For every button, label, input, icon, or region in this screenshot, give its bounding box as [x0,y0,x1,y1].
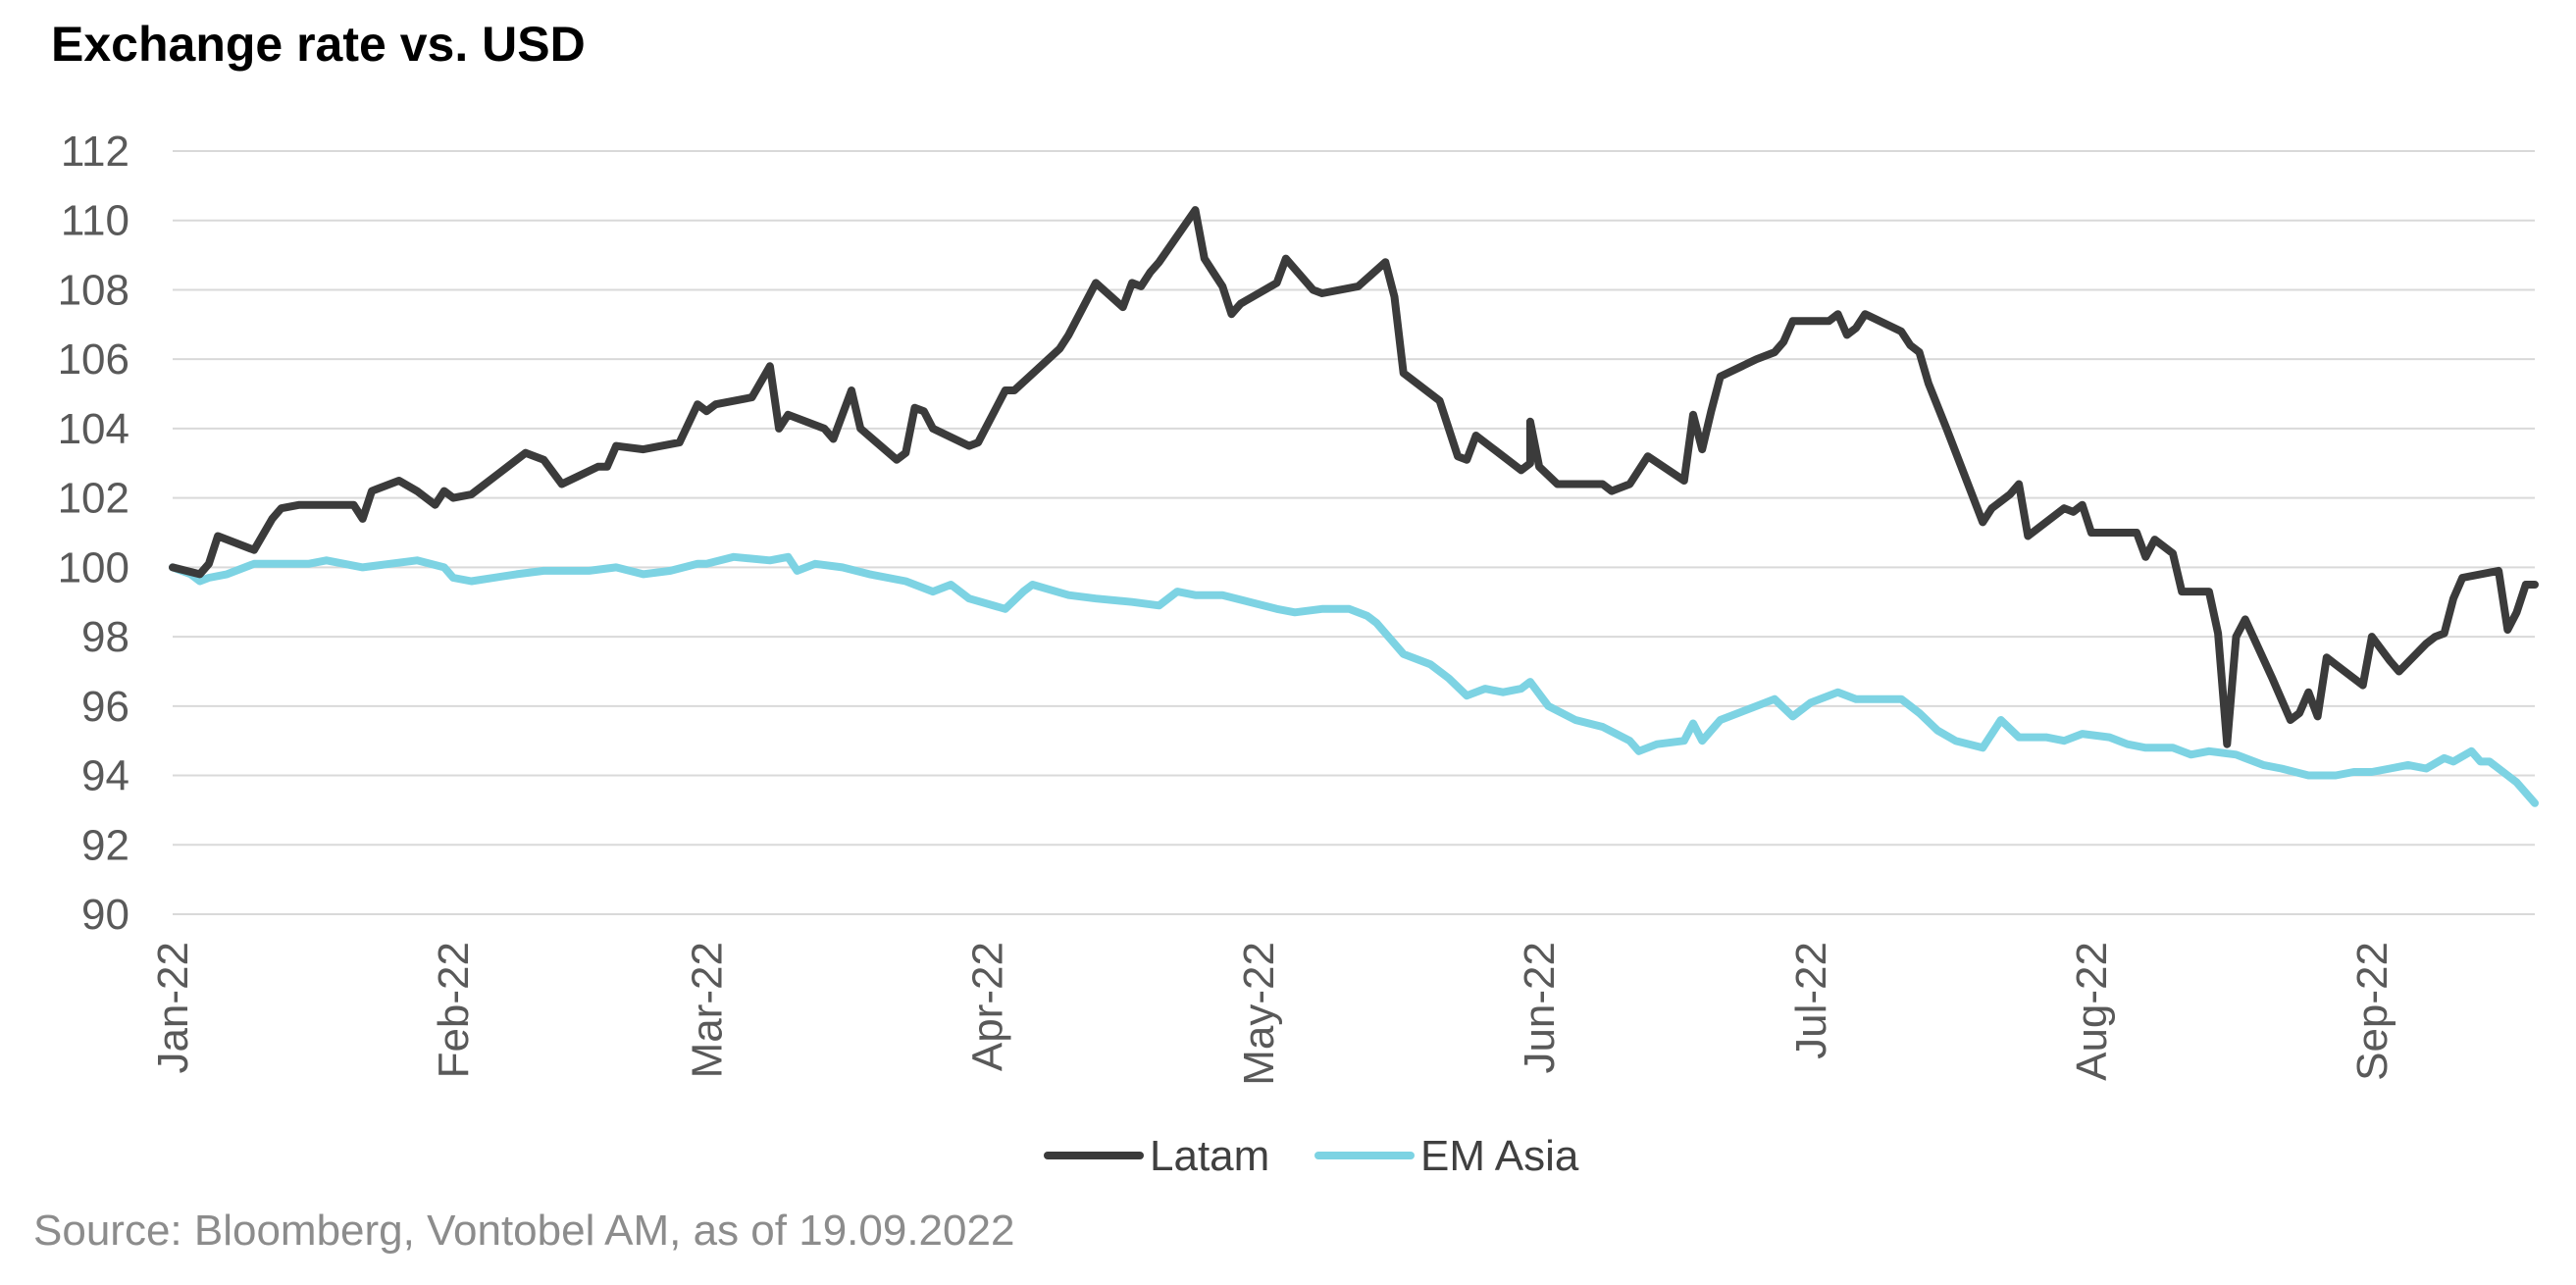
grid-lines [173,150,2535,915]
y-tick-label-106: 106 [58,335,129,384]
chart-title: Exchange rate vs. USD [51,17,586,72]
y-tick-label-104: 104 [58,405,129,453]
y-tick-label-102: 102 [58,475,129,523]
x-tick-label-mar-22: Mar-22 [683,942,731,1078]
legend-label-latam: Latam [1150,1132,1269,1180]
x-tick-label-jul-22: Jul-22 [1787,942,1835,1059]
y-tick-label-100: 100 [58,543,129,591]
y-axis-ticks: 90 92 94 96 98 100 102 104 106 108 110 112 [58,128,129,939]
x-tick-label-may-22: May-22 [1235,942,1283,1086]
y-tick-label-108: 108 [58,266,129,314]
y-tick-label-110: 110 [61,197,129,245]
y-tick-label-98: 98 [81,613,129,661]
series-lines [169,206,2539,807]
x-tick-label-feb-22: Feb-22 [430,942,478,1078]
y-tick-label-112: 112 [61,128,129,176]
source-note: Source: Bloomberg, Vontobel AM, as of 19… [33,1207,1015,1255]
x-tick-label-jun-22: Jun-22 [1516,942,1564,1074]
y-tick-label-90: 90 [81,891,129,939]
legend-label-em-asia: EM Asia [1420,1132,1579,1180]
x-tick-label-jan-22: Jan-22 [149,942,197,1074]
series-line-latam [169,206,2539,748]
series-line-em-asia [169,552,2539,807]
x-tick-label-sep-22: Sep-22 [2348,942,2396,1081]
y-tick-label-92: 92 [81,821,129,869]
x-tick-label-apr-22: Apr-22 [963,942,1011,1071]
x-tick-label-aug-22: Aug-22 [2068,942,2116,1081]
legend: Latam EM Asia [1044,1132,1579,1180]
y-tick-label-94: 94 [81,752,129,800]
y-tick-label-96: 96 [81,683,129,731]
x-axis-ticks: Jan-22 Feb-22 Mar-22 Apr-22 May-22 Jun-22 Jul-… [149,942,2396,1086]
